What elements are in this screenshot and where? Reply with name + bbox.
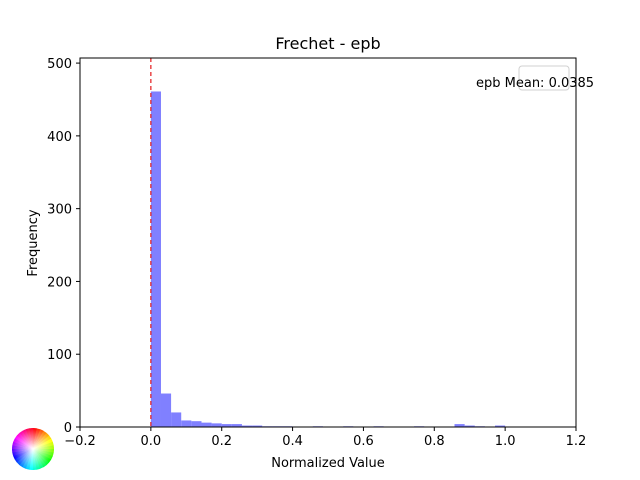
histogram-bar — [160, 393, 172, 427]
color-wheel-center — [12, 428, 54, 470]
histogram-bar — [201, 422, 212, 427]
legend-label: epb Mean: 0.0385 — [476, 76, 594, 91]
y-tick-label: 0 — [64, 421, 72, 436]
y-axis-ticks: 0 100 200 300 400 500 — [47, 57, 80, 436]
y-tick-label: 300 — [47, 203, 72, 218]
y-tick-label: 100 — [47, 348, 72, 363]
histogram-bar — [150, 91, 161, 428]
histogram-bar — [454, 424, 465, 427]
x-tick-label: 0.0 — [141, 434, 162, 449]
histogram-bar — [252, 425, 263, 427]
histogram-bar — [171, 412, 182, 427]
y-axis-label: Frequency — [26, 209, 41, 276]
x-tick-label: 0.4 — [282, 434, 303, 449]
y-tick-label: 200 — [47, 275, 72, 290]
legend: epb Mean: 0.0385 — [476, 65, 594, 91]
plot-frame — [79, 57, 577, 428]
chart-title: Frechet - epb — [275, 34, 380, 53]
x-tick-label: 1.2 — [566, 434, 587, 449]
legend-box — [518, 65, 570, 91]
y-tick-label: 400 — [47, 130, 72, 145]
x-axis-ticks: −0.2 0.0 0.2 0.4 0.6 0.8 1.0 1.2 — [64, 427, 586, 449]
x-tick-label: 0.2 — [211, 434, 232, 449]
histogram-bars — [150, 91, 506, 428]
histogram-bar — [211, 423, 222, 427]
histogram-bar — [495, 425, 506, 427]
histogram-bar — [181, 420, 192, 427]
x-tick-label: 1.0 — [495, 434, 516, 449]
x-tick-label: 0.6 — [353, 434, 374, 449]
histogram-bar — [231, 424, 242, 427]
histogram-bar — [221, 424, 232, 427]
histogram-bar — [191, 421, 202, 427]
y-tick-label: 500 — [47, 57, 72, 72]
histogram-bar — [241, 425, 253, 427]
x-tick-label: 0.8 — [424, 434, 445, 449]
x-axis-label: Normalized Value — [271, 456, 385, 471]
color-wheel-icon — [12, 428, 55, 470]
x-tick-label: −0.2 — [64, 434, 96, 449]
histogram-bar — [464, 425, 475, 427]
